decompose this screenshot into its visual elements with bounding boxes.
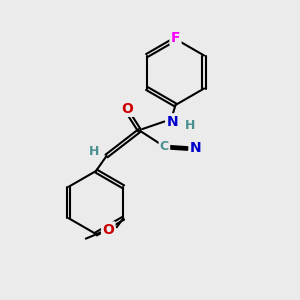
Text: F: F [171,31,180,44]
Text: N: N [190,142,202,155]
Text: N: N [167,115,178,128]
Text: H: H [89,145,99,158]
Text: O: O [102,223,114,237]
Text: C: C [160,140,169,153]
Text: H: H [184,118,195,132]
Text: O: O [122,102,134,116]
